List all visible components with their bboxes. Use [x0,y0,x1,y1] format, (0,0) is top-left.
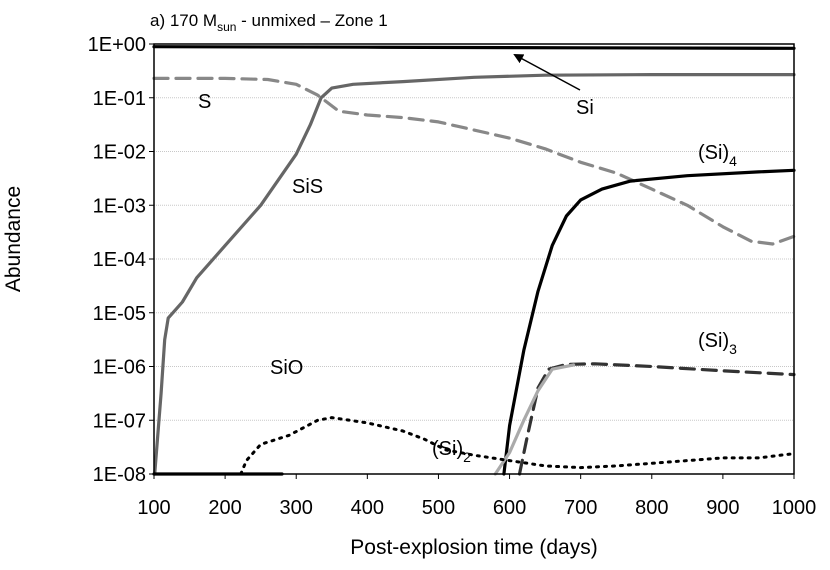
series-line-si [152,45,796,50]
y-tick-label: 1E-02 [93,142,146,164]
x-tick-label: 100 [137,497,170,519]
label-sio: SiO [270,357,303,379]
series-group [152,45,796,476]
x-tick-label: 200 [208,497,241,519]
series-line-s [152,76,796,246]
chart-title: a) 170 Msun - unmixed – Zone 1 [150,11,388,34]
x-tick-label: 700 [564,497,597,519]
series-line-si-3 [517,362,796,476]
series-line-si-4 [502,168,796,476]
y-tick-label: 1E+00 [88,34,146,56]
y-tick-label: 1E-03 [93,195,146,217]
x-tick-label: 800 [635,497,668,519]
gridlines [154,97,794,421]
series-line-sio [239,416,796,476]
si-arrow [513,54,581,91]
x-tick-label: 400 [351,497,384,519]
label-sis: SiS [292,176,323,198]
y-tick-label: 1E-07 [93,410,146,432]
x-axis-title: Post-explosion time (days) [350,536,597,559]
y-ticks: 1E+00 1E-01 1E-02 1E-03 1E-04 1E-05 1E-06 1E-07… [88,34,154,486]
x-tick-label: 600 [493,497,526,519]
label-si: Si [576,97,594,119]
label-si4: (Si)4 [698,142,737,169]
y-tick-label: 1E-01 [93,88,146,110]
series-line-sis [153,73,796,476]
chart-title-subscript: sun [217,20,236,34]
y-tick-label: 1E-04 [93,249,146,271]
x-tick-label: 900 [706,497,739,519]
y-tick-label: 1E-06 [93,357,146,379]
label-si3: (Si)3 [698,330,737,357]
series-line-si-2 [493,363,576,476]
label-s: S [198,91,211,113]
x-tick-label: 1000 [772,497,817,519]
y-axis-title: Abundance [2,186,25,292]
y-tick-label: 1E-08 [93,464,146,486]
x-tick-label: 500 [422,497,455,519]
chart-title-suffix: - unmixed – Zone 1 [236,11,387,30]
x-ticks: 100 200 300 400 500 600 700 800 900 1000 [137,474,816,519]
x-tick-label: 300 [280,497,313,519]
y-tick-label: 1E-05 [93,303,146,325]
chart-title-prefix: a) 170 M [150,11,217,30]
label-si2: (Si)2 [432,438,471,465]
